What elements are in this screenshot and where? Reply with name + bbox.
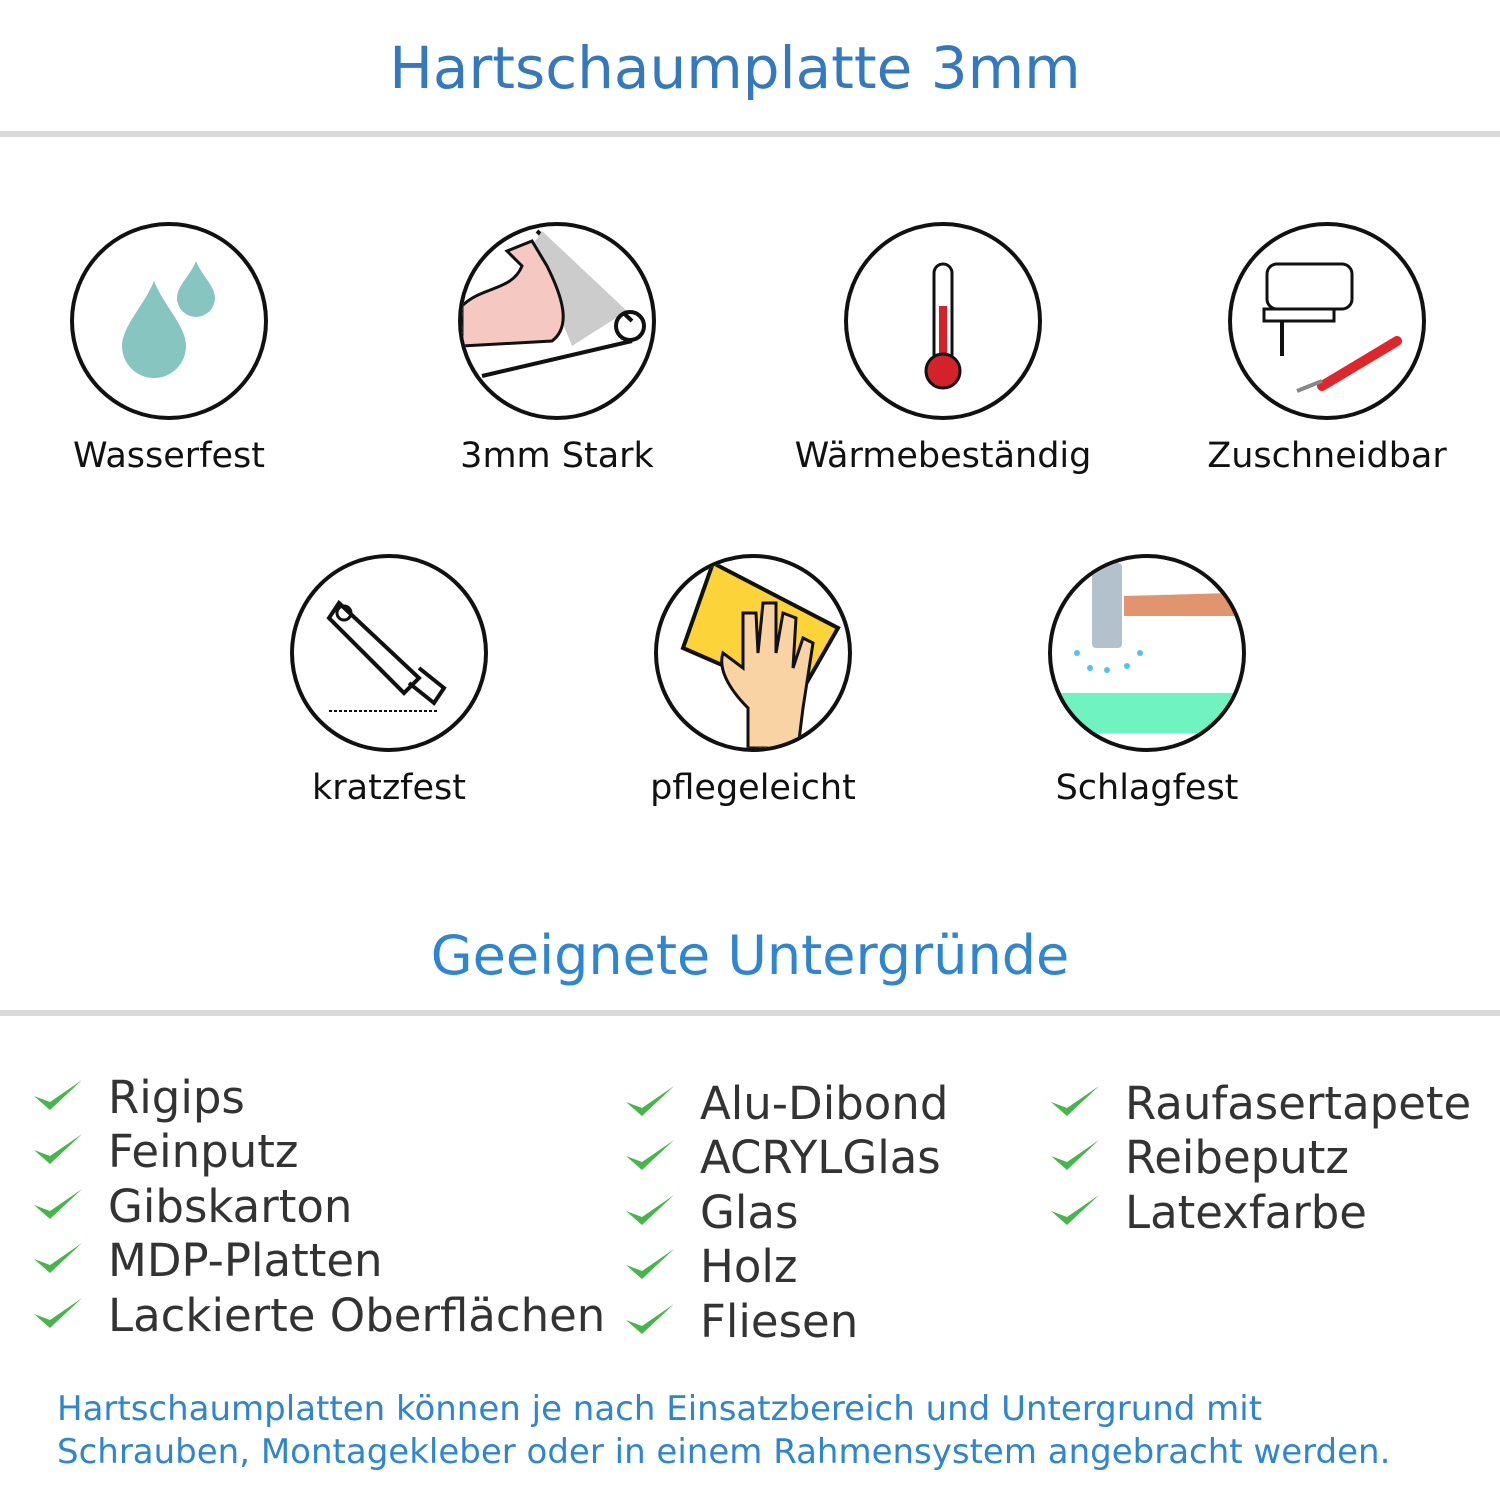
thermometer-icon — [844, 222, 1042, 420]
divider — [0, 1010, 1500, 1016]
footer-note-line2: Schrauben, Montagekleber oder in einem R… — [57, 1432, 1391, 1472]
surface-item: Raufasertapete — [1049, 1076, 1471, 1130]
feature-label: Wärmebeständig — [794, 436, 1092, 476]
surface-item: Reibeputz — [1049, 1130, 1349, 1184]
feature-3mm-stark: 3mm Stark — [397, 222, 717, 476]
feature-zuschneidbar: Zuschneidbar — [1167, 222, 1487, 476]
jigsaw-icon — [1228, 222, 1426, 420]
surface-label: ACRYLGlas — [700, 1130, 941, 1184]
surface-label: Fliesen — [700, 1294, 859, 1348]
surface-item: Feinputz — [32, 1124, 298, 1178]
check-icon — [626, 1140, 674, 1170]
cleaning-hand-icon — [654, 554, 852, 752]
surface-label: Lackierte Oberflächen — [108, 1288, 606, 1342]
cutter-knife-icon — [290, 554, 488, 752]
surface-item: Lackierte Oberflächen — [32, 1288, 605, 1342]
surface-label: Rigips — [108, 1070, 245, 1124]
check-icon — [626, 1304, 674, 1334]
feature-label: pflegeleicht — [650, 768, 856, 808]
surface-item: Gibskarton — [32, 1179, 352, 1233]
check-icon — [1051, 1140, 1099, 1170]
check-icon — [626, 1249, 674, 1279]
surface-item: Holz — [624, 1239, 798, 1293]
water-drops-icon — [70, 222, 268, 420]
hammer-icon — [1048, 554, 1246, 752]
feature-label: Wasserfest — [72, 436, 266, 476]
surface-item: Alu-Dibond — [624, 1076, 948, 1130]
surface-label: Glas — [700, 1185, 799, 1239]
check-icon — [626, 1195, 674, 1225]
surface-label: Feinputz — [108, 1124, 299, 1178]
surface-item: ACRYLGlas — [624, 1130, 941, 1184]
surface-item: MDP-Platten — [32, 1233, 383, 1287]
feature-schlagfest: Schlagfest — [987, 554, 1307, 808]
surface-label: MDP-Platten — [108, 1233, 383, 1287]
feature-label: Zuschneidbar — [1207, 436, 1447, 476]
page-title: Hartschaumplatte 3mm — [389, 34, 1081, 102]
feature-kratzfest: kratzfest — [229, 554, 549, 808]
check-icon — [34, 1134, 82, 1164]
check-icon — [34, 1189, 82, 1219]
section-title: Geeignete Untergründe — [430, 924, 1070, 987]
feature-wasserfest: Wasserfest — [9, 222, 329, 476]
check-icon — [626, 1086, 674, 1116]
check-icon — [34, 1243, 82, 1273]
strong-arm-icon — [458, 222, 656, 420]
surface-label: Raufasertapete — [1125, 1076, 1472, 1130]
check-icon — [34, 1080, 82, 1110]
check-icon — [1051, 1195, 1099, 1225]
surface-item: Latexfarbe — [1049, 1185, 1367, 1239]
surface-item: Rigips — [32, 1070, 245, 1124]
feature-label: kratzfest — [311, 768, 466, 808]
feature-label: Schlagfest — [1055, 768, 1239, 808]
surface-label: Latexfarbe — [1125, 1185, 1367, 1239]
footer-note-line1: Hartschaumplatten können je nach Einsatz… — [57, 1389, 1263, 1429]
feature-pflegeleicht: pflegeleicht — [593, 554, 913, 808]
feature-waermebestaendig: Wärmebeständig — [783, 222, 1103, 476]
surface-label: Reibeputz — [1125, 1130, 1350, 1184]
feature-label: 3mm Stark — [460, 436, 654, 476]
surface-label: Alu-Dibond — [700, 1076, 949, 1130]
surface-item: Fliesen — [624, 1294, 858, 1348]
surface-item: Glas — [624, 1185, 798, 1239]
check-icon — [34, 1298, 82, 1328]
surface-label: Gibskarton — [108, 1179, 353, 1233]
check-icon — [1051, 1086, 1099, 1116]
divider — [0, 131, 1500, 137]
surface-label: Holz — [700, 1239, 798, 1293]
